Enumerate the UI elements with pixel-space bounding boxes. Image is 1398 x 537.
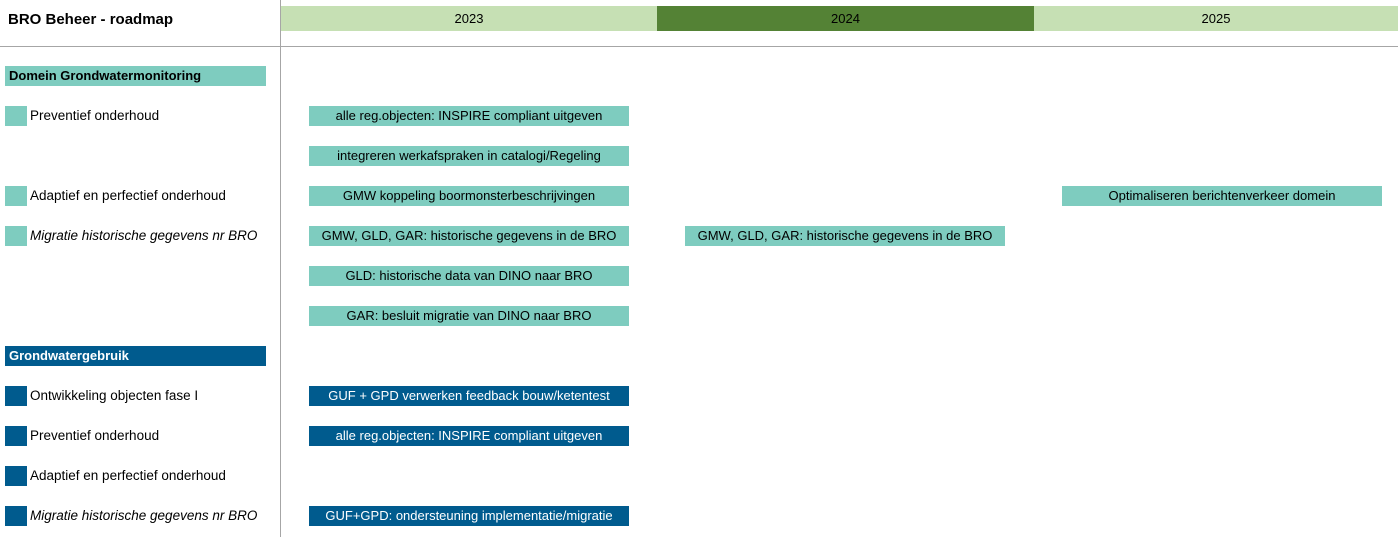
column-divider <box>280 0 281 537</box>
page-title: BRO Beheer - roadmap <box>8 11 174 28</box>
row-label: Ontwikkeling objecten fase I <box>30 388 199 403</box>
row-label: Adaptief en perfectief onderhoud <box>30 468 226 483</box>
year-header-2025: 2025 <box>1034 6 1398 31</box>
roadmap-item[interactable]: alle reg.objecten: INSPIRE compliant uit… <box>309 426 629 446</box>
row-color-swatch <box>5 506 27 526</box>
row-color-swatch <box>5 186 27 206</box>
roadmap-item[interactable]: GMW, GLD, GAR: historische gegevens in d… <box>309 226 629 246</box>
section-header: Domein Grondwatermonitoring <box>5 66 266 86</box>
row-label: Preventief onderhoud <box>30 428 160 443</box>
roadmap-item[interactable]: alle reg.objecten: INSPIRE compliant uit… <box>309 106 629 126</box>
row-color-swatch <box>5 426 27 446</box>
roadmap-item[interactable]: GMW koppeling boormonsterbeschrijvingen <box>309 186 629 206</box>
row-color-swatch <box>5 466 27 486</box>
roadmap-item[interactable]: Optimaliseren berichtenverkeer domein <box>1062 186 1382 206</box>
header-divider <box>0 46 1398 47</box>
row-color-swatch <box>5 386 27 406</box>
row-label: Migratie historische gegevens nr BRO <box>30 508 258 523</box>
year-header-2023: 2023 <box>281 6 657 31</box>
row-label: Migratie historische gegevens nr BRO <box>30 228 258 243</box>
roadmap-item[interactable]: integreren werkafspraken in catalogi/Reg… <box>309 146 629 166</box>
row-color-swatch <box>5 226 27 246</box>
row-label: Preventief onderhoud <box>30 108 160 123</box>
roadmap-item[interactable]: GUF + GPD verwerken feedback bouw/ketent… <box>309 386 629 406</box>
year-header-2024: 2024 <box>657 6 1034 31</box>
roadmap-item[interactable]: GMW, GLD, GAR: historische gegevens in d… <box>685 226 1005 246</box>
section-header: Grondwatergebruik <box>5 346 266 366</box>
roadmap-item[interactable]: GUF+GPD: ondersteuning implementatie/mig… <box>309 506 629 526</box>
row-color-swatch <box>5 106 27 126</box>
row-label: Adaptief en perfectief onderhoud <box>30 188 226 203</box>
roadmap-item[interactable]: GLD: historische data van DINO naar BRO <box>309 266 629 286</box>
roadmap-item[interactable]: GAR: besluit migratie van DINO naar BRO <box>309 306 629 326</box>
